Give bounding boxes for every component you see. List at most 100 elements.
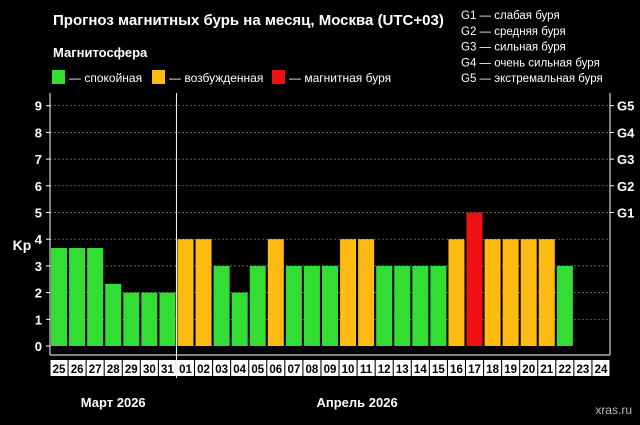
x-tick-label-24: 24 [595,364,608,376]
bar-01 [177,239,194,346]
x-tick-label-31: 31 [161,364,174,376]
bar-25 [51,248,68,346]
x-tick-label-10: 10 [342,364,355,376]
x-tick-label-01: 01 [179,364,192,376]
x-tick-label-30: 30 [143,364,156,376]
bar-14 [412,265,429,346]
x-tick-box-18 [484,360,502,376]
x-tick-box-11 [357,360,375,376]
storm-scale-item-3: G4 — очень сильная буря [461,57,600,69]
x-tick-box-25 [50,360,68,376]
x-tick-box-22 [556,360,574,376]
x-tick-box-21 [538,360,556,376]
x-tick-box-20 [520,360,538,376]
y-tick-label-6: 6 [35,179,42,194]
x-tick-label-05: 05 [251,364,264,376]
x-tick-box-27 [86,360,104,376]
y-tick-label-8: 8 [35,125,42,140]
storm-scale-item-4: G5 — экстремальная буря [461,73,603,85]
month-label-0: Март 2026 [81,395,146,410]
bar-05 [249,265,266,346]
bar-26 [69,248,86,346]
bar-08 [303,265,320,346]
bar-10 [340,239,357,346]
x-tick-box-24 [592,360,610,376]
x-tick-box-17 [466,360,484,376]
x-tick-label-25: 25 [53,364,66,376]
x-tick-box-06 [267,360,285,376]
x-tick-label-15: 15 [432,364,445,376]
x-tick-label-12: 12 [378,364,391,376]
storm-scale-item-2: G3 — сильная буря [461,42,566,54]
x-tick-label-28: 28 [107,364,120,376]
bar-12 [376,265,393,346]
x-tick-label-23: 23 [577,364,590,376]
y-tick-label-7: 7 [35,152,42,167]
x-tick-label-17: 17 [468,364,481,376]
bar-20 [520,239,537,346]
x-tick-label-21: 21 [540,364,553,376]
x-tick-label-26: 26 [71,364,84,376]
bar-16 [448,239,465,346]
y-tick-label-9: 9 [35,99,42,114]
y-tick-label-2: 2 [35,286,42,301]
x-tick-label-08: 08 [306,364,319,376]
x-tick-label-19: 19 [504,364,517,376]
bar-15 [430,265,447,346]
bars [51,212,573,346]
x-tick-box-23 [574,360,592,376]
x-tick-box-29 [122,360,140,376]
x-tick-label-20: 20 [522,364,535,376]
x-tick-box-13 [393,360,411,376]
x-tick-box-31 [158,360,176,376]
bar-03 [213,265,230,346]
bar-27 [87,248,104,346]
watermark: xras.ru [595,403,632,417]
x-tick-box-07 [285,360,303,376]
bar-18 [484,239,501,346]
x-tick-box-08 [303,360,321,376]
x-tick-label-11: 11 [360,364,373,376]
x-tick-box-28 [104,360,122,376]
bar-30 [141,292,158,346]
x-tick-label-09: 09 [324,364,337,376]
bar-04 [231,292,248,346]
x-tick-box-09 [321,360,339,376]
g-tick-label-G4: G4 [617,125,635,140]
x-tick-box-12 [375,360,393,376]
month-labels: Март 2026 Апрель 2026 [81,395,398,410]
x-tick-label-22: 22 [558,364,571,376]
x-tick-box-05 [249,360,267,376]
bar-11 [358,239,375,346]
bar-31 [159,292,176,346]
bar-09 [322,265,338,346]
y-axis-label: Kp [13,237,32,253]
x-tick-box-04 [231,360,249,376]
bar-02 [195,239,212,346]
bar-06 [267,239,284,346]
x-tick-box-02 [195,360,213,376]
x-tick-label-16: 16 [450,364,463,376]
legend: — спокойная — возбужденная — магнитная бур… [52,70,391,85]
x-tick-box-26 [68,360,86,376]
x-tick-label-27: 27 [89,364,102,376]
legend-label-1: — возбужденная [169,71,263,85]
legend-swatch-2 [272,70,285,84]
y-tick-label-4: 4 [35,232,43,247]
storm-scale-item-0: G1 — слабая буря [461,10,560,22]
bar-28 [105,283,122,346]
x-tick-label-07: 07 [287,364,300,376]
storm-scale-legend: G1 — слабая буря G2 — средняя буря G3 — си… [461,10,603,85]
bar-22 [556,265,573,346]
x-tick-box-01 [176,360,194,376]
month-label-1: Апрель 2026 [316,395,397,410]
x-tick-label-04: 04 [233,364,246,376]
legend-label-0: — спокойная [69,71,142,85]
x-tick-box-30 [140,360,158,376]
storm-scale-item-1: G2 — средняя буря [461,26,566,38]
bar-17 [466,212,483,346]
bar-21 [538,239,555,346]
